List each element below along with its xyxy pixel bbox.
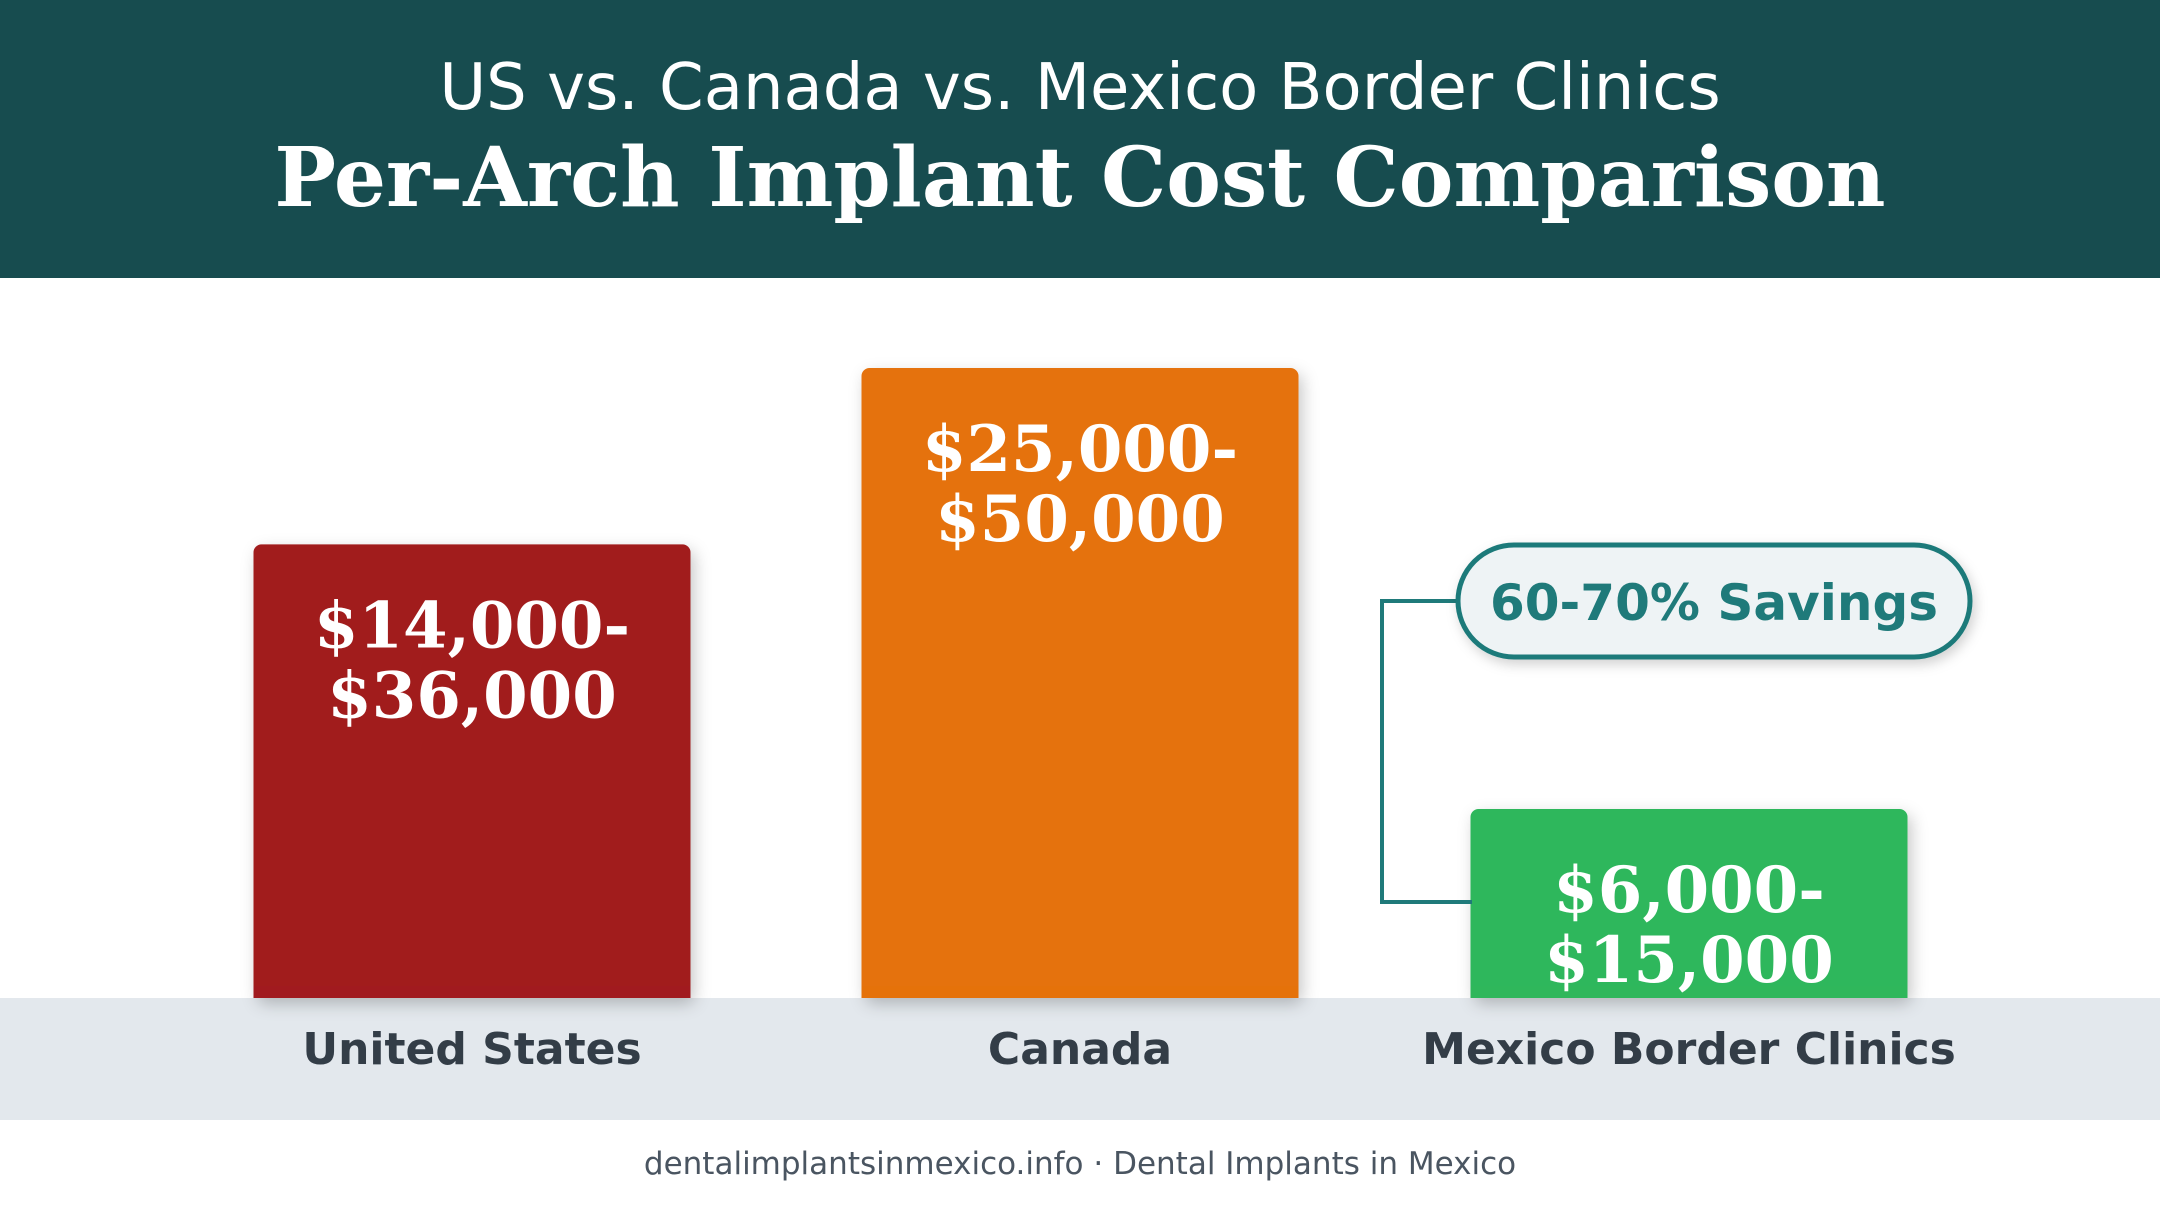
category-label-united-states: United States: [302, 1024, 641, 1075]
bar-value-label-canada: $25,000-: [922, 412, 1238, 487]
savings-bracket: [1380, 599, 1472, 904]
bar-value-label-mexico-border-clinics: $15,000: [1544, 923, 1833, 998]
bar-value-label-united-states: $14,000-: [314, 588, 630, 663]
category-label-canada: Canada: [988, 1024, 1172, 1075]
bar-united-states: [253, 544, 691, 998]
bar-value-label-united-states: $36,000: [327, 658, 616, 733]
category-band: [0, 998, 2160, 1120]
savings-annotation: 60-70% Savings: [1380, 542, 1973, 904]
chart-header: US vs. Canada vs. Mexico Border Clinics …: [0, 0, 2160, 278]
bar-canada: [861, 368, 1299, 998]
bar-value-label-canada: $50,000: [935, 482, 1224, 557]
bar-base-mexico-border-clinics: [1470, 986, 1908, 998]
category-label-mexico-border-clinics: Mexico Border Clinics: [1422, 1024, 1956, 1075]
bars-layer: $14,000-$36,000 United States $25,000-$50,…: [253, 368, 1956, 1075]
chart-title: Per-Arch Implant Cost Comparison: [274, 130, 1886, 226]
footer-credit: dentalimplantsinmexico.info · Dental Imp…: [643, 1146, 1517, 1182]
savings-badge-text: 60-70% Savings: [1490, 574, 1938, 632]
bar-base-united-states: [253, 986, 691, 998]
bar-mexico-border-clinics: [1470, 809, 1908, 998]
bar-value-label-mexico-border-clinics: $6,000-: [1553, 853, 1825, 928]
savings-badge: [1455, 542, 1973, 660]
bar-base-canada: [861, 986, 1299, 998]
chart-subtitle: US vs. Canada vs. Mexico Border Clinics: [439, 51, 1721, 125]
